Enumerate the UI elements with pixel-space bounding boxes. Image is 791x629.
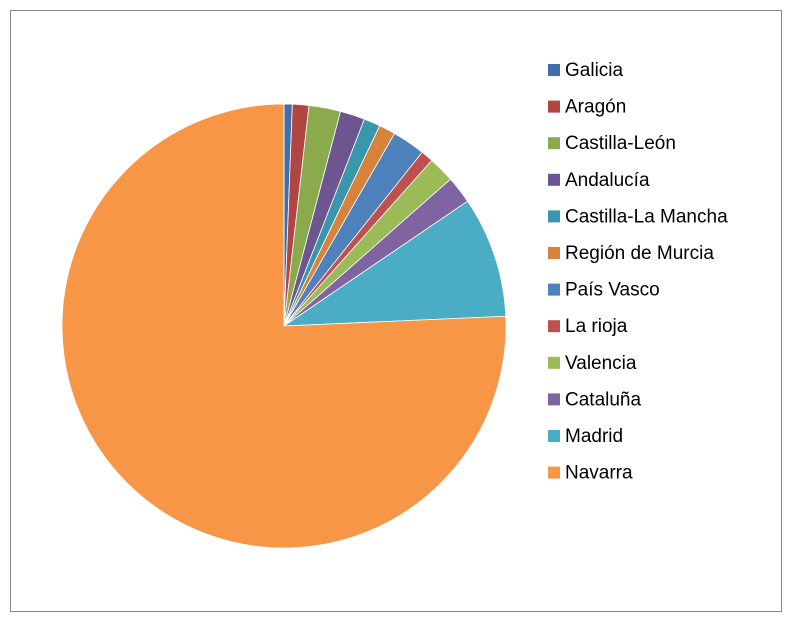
legend-swatch — [548, 210, 560, 223]
legend-swatch — [548, 356, 560, 369]
legend-swatch — [548, 100, 560, 113]
legend-label: Región de Murcia — [565, 243, 714, 264]
legend-label: Andalucía — [565, 170, 650, 191]
legend-swatch — [548, 393, 560, 406]
legend-swatch — [548, 466, 560, 479]
legend-label: Madrid — [565, 426, 623, 447]
legend-swatch — [548, 320, 560, 333]
legend-swatch — [548, 173, 560, 186]
legend-swatch — [548, 137, 560, 150]
pie-slice — [61, 103, 507, 549]
legend-swatch — [548, 247, 560, 259]
legend-swatch — [548, 430, 560, 442]
legend-swatch — [548, 64, 560, 76]
legend-label: Navarra — [565, 463, 633, 484]
legend-label: Valencia — [565, 353, 637, 374]
pie-slice — [282, 200, 507, 327]
legend-label: País Vasco — [565, 280, 660, 301]
legend-label: Castilla-La Mancha — [565, 206, 728, 227]
legend-label: La rioja — [565, 316, 628, 337]
legend-label: Galicia — [565, 60, 624, 81]
legend-swatch — [548, 283, 560, 296]
legend-label: Aragón — [565, 97, 626, 118]
legend-label: Castilla-León — [565, 133, 676, 154]
legend-label: Cataluña — [565, 389, 641, 410]
